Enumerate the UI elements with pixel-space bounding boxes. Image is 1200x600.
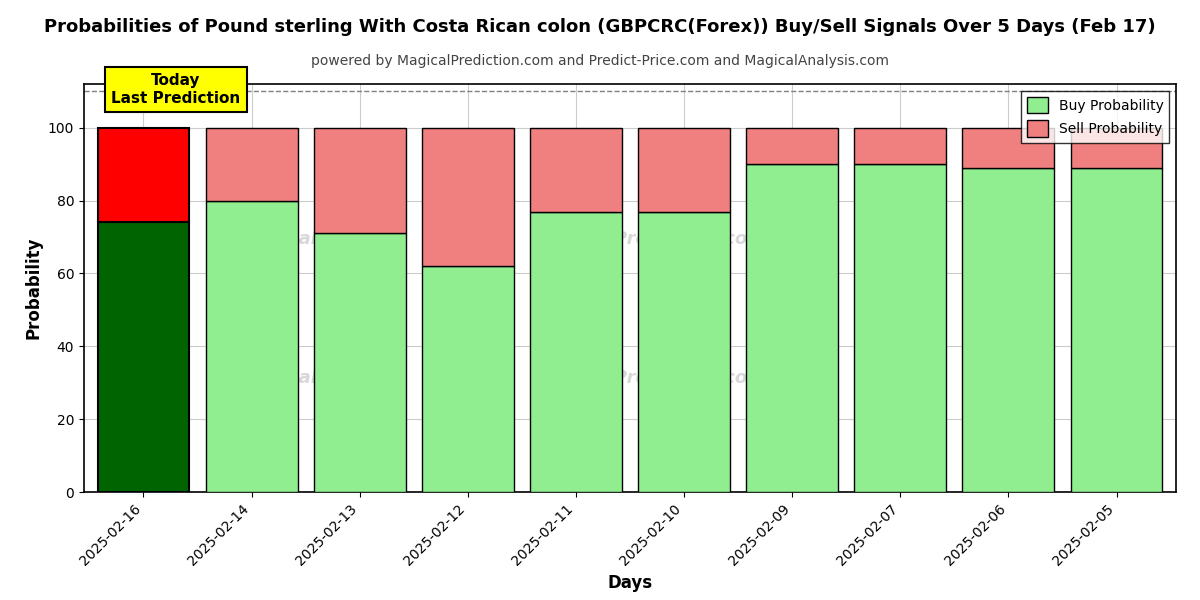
- Bar: [97, 223, 190, 492]
- Bar: [313, 233, 406, 492]
- Text: Today
Last Prediction: Today Last Prediction: [112, 73, 240, 106]
- Text: calAnalysis.com: calAnalysis.com: [244, 230, 406, 248]
- Text: Probabilities of Pound sterling With Costa Rican colon (GBPCRC(Forex)) Buy/Sell : Probabilities of Pound sterling With Cos…: [44, 18, 1156, 36]
- Text: MagicalPrediction.com: MagicalPrediction.com: [536, 230, 767, 248]
- Bar: [422, 266, 514, 492]
- Bar: [746, 128, 838, 164]
- Bar: [962, 128, 1055, 168]
- Text: MagicalPrediction.com: MagicalPrediction.com: [536, 369, 767, 387]
- Bar: [854, 128, 947, 164]
- Bar: [530, 128, 622, 211]
- Bar: [313, 128, 406, 233]
- Bar: [422, 128, 514, 266]
- Bar: [638, 128, 730, 211]
- Text: powered by MagicalPrediction.com and Predict-Price.com and MagicalAnalysis.com: powered by MagicalPrediction.com and Pre…: [311, 54, 889, 68]
- Bar: [638, 211, 730, 492]
- Legend: Buy Probability, Sell Probability: Buy Probability, Sell Probability: [1021, 91, 1169, 143]
- Text: calAnalysis.com: calAnalysis.com: [244, 369, 406, 387]
- Bar: [205, 128, 298, 200]
- Bar: [746, 164, 838, 492]
- Bar: [205, 200, 298, 492]
- Y-axis label: Probability: Probability: [24, 237, 42, 339]
- Bar: [1070, 168, 1163, 492]
- Bar: [854, 164, 947, 492]
- Bar: [962, 168, 1055, 492]
- Bar: [97, 128, 190, 223]
- Bar: [530, 211, 622, 492]
- X-axis label: Days: Days: [607, 574, 653, 592]
- Bar: [1070, 128, 1163, 168]
